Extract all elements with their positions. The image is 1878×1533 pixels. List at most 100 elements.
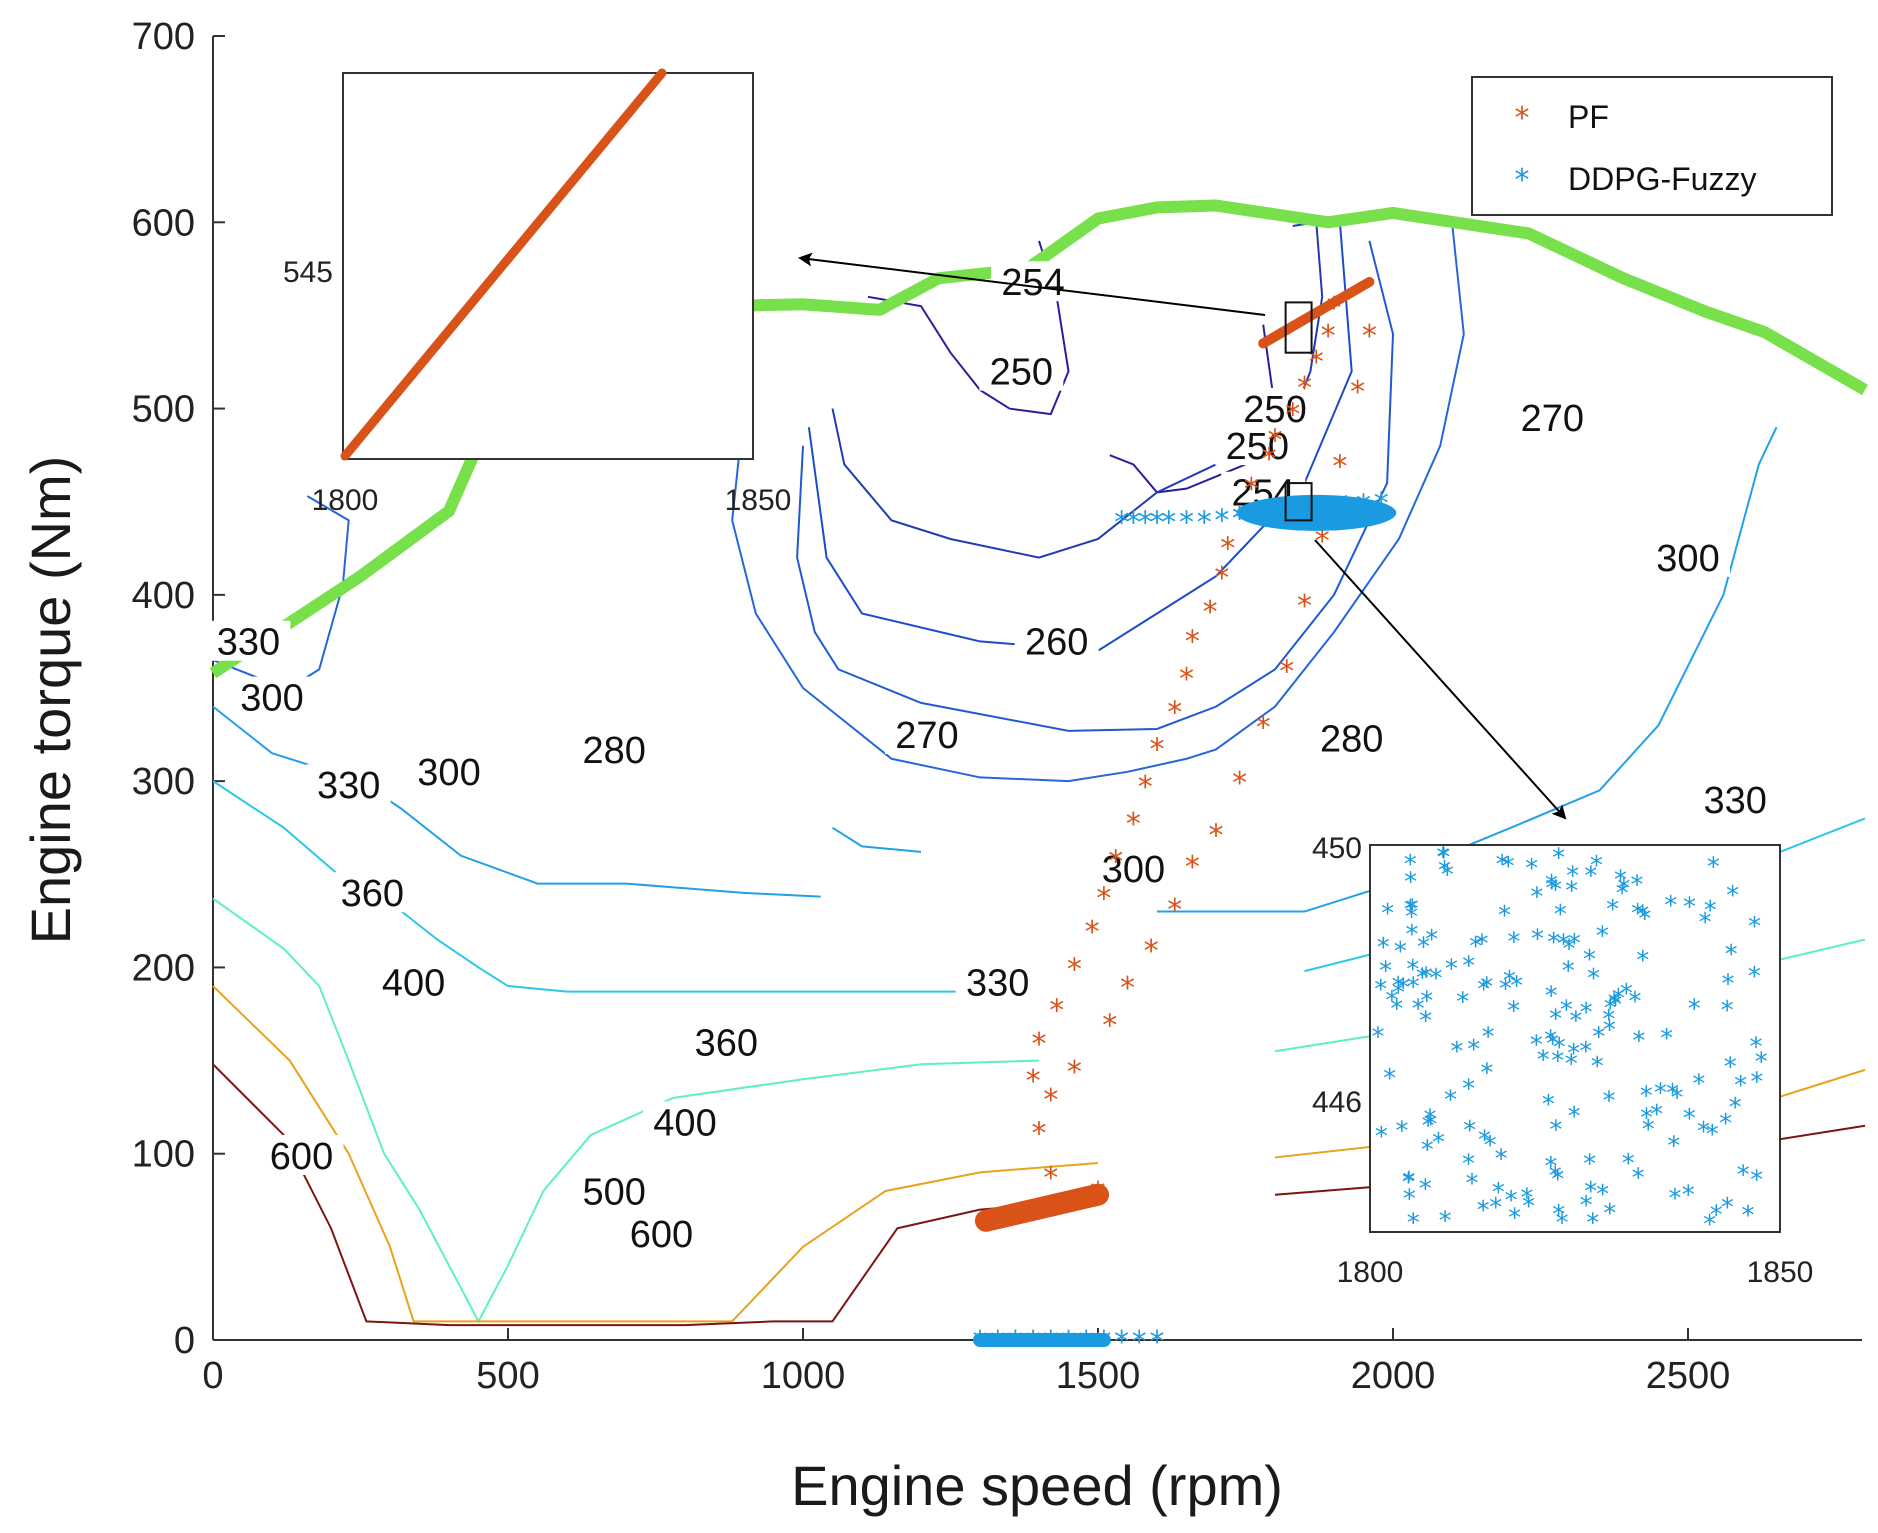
inset-ddpg-point: * (1531, 925, 1544, 955)
inset-ddpg-point: * (1495, 1144, 1508, 1174)
contour-label-bg (1693, 779, 1778, 820)
inset-ddpg-point: * (1608, 988, 1621, 1018)
inset-ddpg-point: * (1721, 996, 1734, 1026)
inset-ddpg-point: * (1406, 894, 1419, 924)
inset-ddpg-point: * (1420, 962, 1433, 992)
inset-ddpg-point: * (1750, 1032, 1763, 1062)
inset-ddpg-point: * (1419, 1006, 1432, 1036)
inset-ddpg-point: * (1417, 932, 1430, 962)
inset-ddpg-point: * (1692, 1069, 1705, 1099)
scatter-point: * (1138, 505, 1153, 540)
inset-ddpg-point: * (1737, 1160, 1750, 1190)
scatter-point: * (1179, 662, 1194, 697)
inset-ddpg-point: * (1566, 861, 1579, 891)
contour-label: 360 (341, 873, 404, 915)
scatter-point: * (1262, 442, 1277, 477)
inset-ddpg-point: * (1403, 1185, 1416, 1215)
scatter-point: * (1209, 818, 1224, 853)
inset-ddpg-point: * (1664, 891, 1677, 921)
inset-ddpg-point: * (1507, 928, 1520, 958)
inset-ddpg-point: * (1580, 1191, 1593, 1221)
legend-pf-marker: * (1515, 101, 1530, 136)
inset-ddpg-point: * (1565, 876, 1578, 906)
scatter-point: * (1315, 524, 1330, 559)
inset-ddpg-point: * (1584, 1177, 1597, 1207)
contour-400 (212, 897, 1040, 1324)
inset-ddpg-point: * (1394, 937, 1407, 967)
contour-label-bg (572, 728, 657, 769)
inset-ddpg-point: * (1721, 1193, 1734, 1223)
inset-ddpg-points: ****************************************… (1372, 842, 1768, 1240)
inset-ddpg-point: * (1405, 902, 1418, 932)
legend-box (1471, 76, 1833, 216)
inset-ddpg-point: * (1603, 1016, 1616, 1046)
contour-label: 330 (217, 622, 280, 664)
scatter-point: * (1203, 595, 1218, 630)
inset-ddpg-point: * (1568, 1102, 1581, 1132)
inset-ddpg-point: * (1631, 870, 1644, 900)
inset-ddpg-point: * (1445, 954, 1458, 984)
scatter-point: * (1114, 505, 1129, 540)
scatter-point: * (1279, 654, 1294, 689)
scatter-point: * (1138, 770, 1153, 805)
inset-ddpg-point: * (1632, 1164, 1645, 1194)
contour-label: 300 (417, 752, 480, 794)
scatter-point: * (1167, 695, 1182, 730)
inset-ddpg-point: * (1397, 974, 1410, 1004)
scatter-point: * (1150, 505, 1165, 540)
inset-ddpg-point: * (1416, 963, 1429, 993)
contour-330 (831, 826, 922, 853)
contour-250 (867, 240, 1070, 416)
inset-ddpg-point: * (1650, 1100, 1663, 1130)
inset-ddpg-point: * (1725, 940, 1738, 970)
inset-ddpg-point: * (1436, 842, 1449, 872)
inset-ddpg-point: * (1508, 1204, 1521, 1234)
inset-ddpg-point: * (1507, 996, 1520, 1026)
scatter-point: * (1268, 423, 1283, 458)
contour-300 (731, 222, 1465, 783)
inset-ddpg-point: * (1478, 1126, 1491, 1156)
inset-ddpg-point: * (1467, 1035, 1480, 1065)
inset-ddpg-point: * (1463, 1116, 1476, 1146)
contour-label: 270 (895, 715, 958, 757)
y-ticks: 0 100 200 300 400 500 600 700 (132, 16, 225, 1362)
inset-ddpg-point: * (1710, 1200, 1723, 1230)
inset-ddpg-point: * (1489, 1193, 1502, 1223)
scatter-point: * (1126, 807, 1141, 842)
scatter-point: * (1244, 472, 1259, 507)
inset-ddpg-point: * (1502, 852, 1515, 882)
inset-ddpg-point: * (1407, 972, 1420, 1002)
inset-ddpg-point: * (1419, 1175, 1432, 1205)
inset-ddpg-frame (1369, 844, 1781, 1233)
inset-ddpg-point: * (1492, 1178, 1505, 1208)
inset-ddpg-point: * (1555, 1208, 1568, 1238)
zoom-boxes (1284, 301, 1313, 522)
inset-ddpg-point: * (1466, 1169, 1479, 1199)
contour-label: 250 (1226, 426, 1289, 468)
scatter-point: * (1232, 766, 1247, 801)
inset-ddpg-point: * (1392, 979, 1405, 1009)
inset-ddpg-point: * (1549, 1115, 1562, 1145)
inset-pf-xtick-right: 1850 (725, 484, 792, 517)
scatter-point: * (1108, 844, 1123, 879)
inset-ddpg-point: * (1404, 850, 1417, 880)
inset-ddpg-point: * (1484, 1131, 1497, 1161)
pf-dense-low-band (974, 1183, 1109, 1232)
contour-label-bg (1510, 397, 1595, 438)
inset-ddpg-point: * (1437, 843, 1450, 873)
inset-ddpg-point: * (1755, 1047, 1768, 1077)
y-tick-label: 0 (174, 1320, 195, 1362)
inset-ddpg-point: * (1375, 1122, 1388, 1152)
inset-ddpg-point: * (1669, 1184, 1682, 1214)
inset-pf-ytick: 545 (283, 256, 333, 289)
scatter-point: * (1032, 1027, 1047, 1062)
inset-pf: 545 1800 1850 (283, 68, 792, 517)
scatter-point: * (1032, 1116, 1047, 1151)
inset-ddpg-point: * (1392, 972, 1405, 1002)
inset-ddpg-point: * (1522, 1192, 1535, 1222)
contour-label-bg (259, 1134, 344, 1175)
inset-ddpg-point: * (1660, 1024, 1673, 1054)
inset-ddpg-point: * (1477, 975, 1490, 1005)
inset-ddpg-point: * (1374, 975, 1387, 1005)
